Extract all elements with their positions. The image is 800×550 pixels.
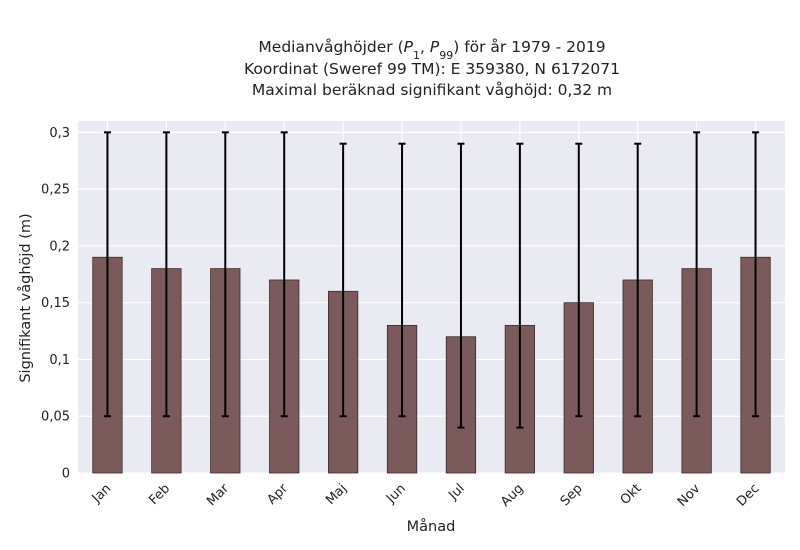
x-tick-label-jul: Jul: [445, 481, 467, 503]
x-tick-label-mar: Mar: [204, 481, 232, 509]
chart-title-line-3: Maximal beräknad signifikant våghöjd: 0,…: [252, 81, 612, 99]
y-axis-label: Signifikant våghöjd (m): [17, 213, 34, 382]
chart-title-line-1: Medianvåghöjder (P1, P99) för år 1979 - …: [258, 38, 605, 62]
x-axis-label: Månad: [407, 518, 456, 535]
error-bar-mar: [221, 131, 229, 418]
x-tick-label-apr: Apr: [265, 481, 292, 508]
error-bar-jun: [398, 142, 406, 418]
x-tick-label-aug: Aug: [498, 481, 527, 510]
y-tick-label: 0: [62, 467, 70, 482]
x-tick-label-sep: Sep: [558, 481, 586, 509]
error-bar-nov: [693, 131, 701, 418]
y-tick-label: 0,2: [49, 239, 70, 254]
chart-title-line-2: Koordinat (Sweref 99 TM): E 359380, N 61…: [244, 60, 620, 78]
plot-area: [78, 121, 785, 473]
y-tick-label: 0,25: [41, 183, 70, 198]
error-bar-okt: [634, 142, 642, 418]
error-bar-dec: [752, 131, 760, 418]
error-bar-aug: [516, 142, 524, 429]
y-axis-ticks: 0 0,05 0,1 0,15 0,2 0,25 0,3: [41, 126, 70, 482]
y-tick-label: 0,1: [49, 353, 70, 368]
x-tick-label-jan: Jan: [89, 481, 114, 506]
x-tick-label-feb: Feb: [146, 481, 173, 508]
error-bar-jan: [103, 131, 111, 418]
error-bar-jul: [457, 142, 465, 429]
error-bar-sep: [575, 142, 583, 418]
x-tick-label-maj: Maj: [323, 481, 350, 508]
x-tick-label-dec: Dec: [734, 481, 762, 509]
error-bar-maj: [339, 142, 347, 418]
error-bar-feb: [162, 131, 170, 418]
y-tick-label: 0,3: [49, 126, 70, 141]
x-tick-label-okt: Okt: [618, 481, 645, 508]
error-bar-apr: [280, 131, 288, 418]
x-tick-label-nov: Nov: [675, 481, 704, 510]
y-tick-label: 0,15: [41, 296, 70, 311]
y-tick-label: 0,05: [41, 410, 70, 425]
x-axis-ticks: Jan Feb Mar Apr Maj Jun Jul Aug Sep Okt Nov Dec: [89, 481, 763, 510]
error-bars: [103, 131, 760, 429]
x-tick-label-jun: Jun: [383, 481, 409, 507]
